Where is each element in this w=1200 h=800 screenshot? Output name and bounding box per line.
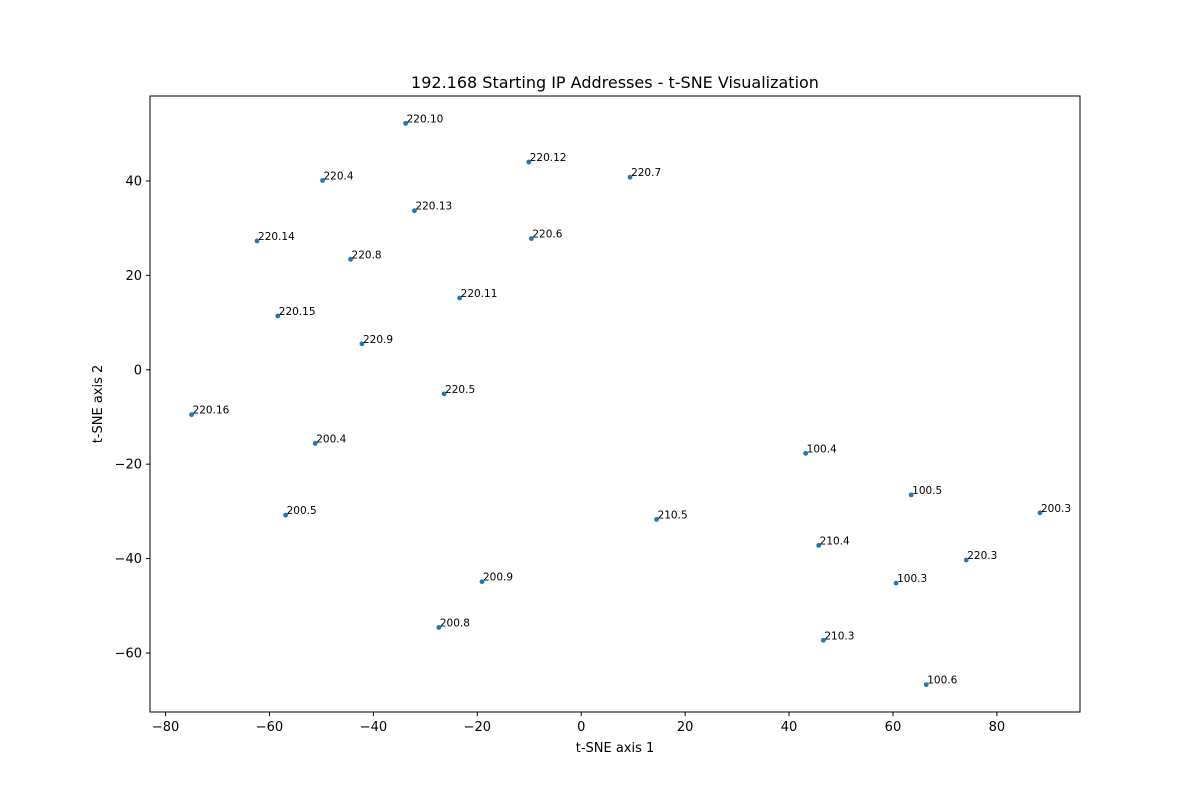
y-tick-label: 0 — [134, 363, 142, 378]
data-point-label: 200.8 — [440, 618, 470, 630]
data-point-label: 220.5 — [445, 384, 475, 396]
data-point — [479, 579, 485, 585]
x-tick-label: −40 — [360, 720, 387, 735]
data-point-label: 200.5 — [287, 505, 317, 517]
data-point — [654, 517, 659, 522]
x-tick-label: −60 — [256, 720, 283, 735]
data-point-label: 220.13 — [415, 201, 452, 213]
data-point-label: 100.3 — [897, 573, 927, 585]
x-tick-label: 0 — [577, 720, 585, 735]
data-point-label: 100.5 — [912, 485, 942, 497]
data-point — [803, 450, 809, 456]
data-point — [412, 208, 417, 214]
data-point — [189, 412, 194, 418]
data-point-label: 220.6 — [532, 229, 562, 241]
y-tick-label: 40 — [125, 174, 142, 189]
data-point — [312, 441, 318, 446]
x-tick-label: 60 — [885, 720, 902, 735]
data-point — [275, 313, 281, 319]
y-tick-label: −40 — [115, 552, 142, 567]
data-point-label: 200.4 — [316, 433, 346, 445]
data-point — [908, 492, 914, 498]
y-tick-label: 20 — [125, 269, 142, 284]
data-point — [441, 391, 447, 397]
data-point-label: 220.16 — [193, 405, 230, 417]
x-tick-label: 20 — [677, 720, 694, 735]
data-point — [816, 542, 822, 548]
x-tick-label: 80 — [989, 720, 1006, 735]
data-point — [627, 174, 633, 180]
data-point-label: 220.9 — [363, 334, 393, 346]
data-point-label: 220.11 — [461, 288, 498, 300]
data-point-label: 200.3 — [1041, 503, 1071, 515]
data-point-label: 220.3 — [967, 550, 997, 562]
data-point-label: 220.8 — [352, 249, 382, 261]
data-point-label: 210.5 — [658, 509, 688, 521]
data-point-label: 220.10 — [407, 113, 444, 125]
x-tick-label: −20 — [464, 720, 491, 735]
data-point-label: 200.9 — [483, 572, 513, 584]
data-point — [320, 178, 325, 183]
y-tick-label: −60 — [115, 646, 142, 661]
data-point — [526, 159, 532, 165]
data-point-label: 220.14 — [258, 231, 295, 243]
data-point — [963, 557, 969, 563]
data-point-label: 100.4 — [807, 443, 837, 455]
x-tick-label: −80 — [152, 720, 179, 735]
data-point — [403, 120, 409, 126]
plot-frame — [149, 95, 1081, 713]
data-point-label: 210.3 — [824, 630, 854, 642]
data-point — [254, 238, 260, 244]
data-point-label: 220.12 — [530, 152, 567, 164]
data-point — [457, 295, 463, 301]
data-point — [348, 256, 353, 262]
axis-ticks: −80 −60 −40 −20 0 20 40 60 80 −60 −40 −20 0 20 40 — [115, 174, 1006, 735]
x-tick-label: 40 — [781, 720, 798, 735]
data-point-label: 220.4 — [323, 170, 353, 182]
y-tick-label: −20 — [115, 458, 142, 473]
chart-title: 192.168 Starting IP Addresses - t-SNE Vi… — [411, 73, 819, 92]
data-point-label: 220.7 — [631, 167, 661, 179]
data-point — [820, 637, 826, 643]
data-point — [436, 625, 442, 630]
y-axis-label: t-SNE axis 2 — [91, 365, 106, 444]
data-point-label: 100.6 — [927, 675, 957, 687]
x-axis-label: t-SNE axis 1 — [576, 741, 655, 756]
data-point — [893, 580, 899, 586]
data-point-label: 220.15 — [279, 306, 316, 318]
data-point — [923, 682, 929, 688]
data-point — [1037, 510, 1043, 516]
data-point-label: 210.4 — [820, 535, 850, 547]
data-point — [359, 341, 365, 347]
data-point — [283, 512, 289, 518]
data-point — [528, 236, 534, 241]
data-points: 220.10 220.12 220.7 220.4 220.13 220.6 220.14 2… — [189, 113, 1071, 688]
